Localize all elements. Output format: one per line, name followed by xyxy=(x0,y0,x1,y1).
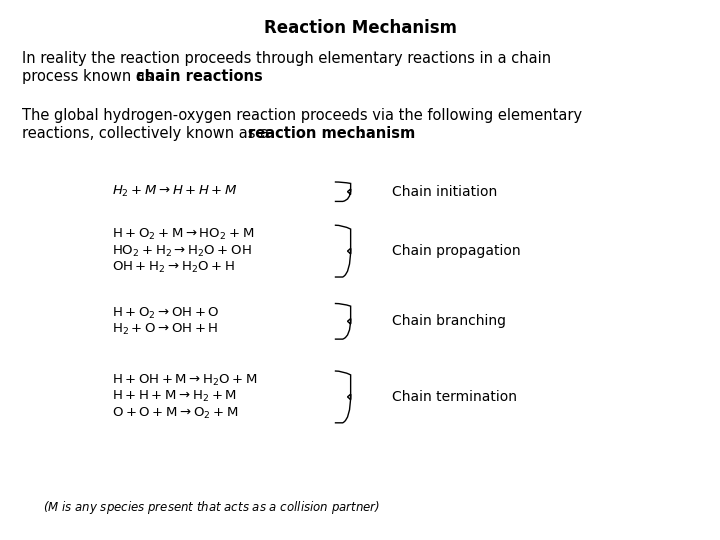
Text: Chain propagation: Chain propagation xyxy=(392,244,521,258)
Text: $\mathrm{OH + H_2 \rightarrow H_2O + H}$: $\mathrm{OH + H_2 \rightarrow H_2O + H}$ xyxy=(112,260,235,275)
Text: reactions, collectively known as a: reactions, collectively known as a xyxy=(22,126,274,141)
Text: $\mathrm{H + O_2 + M \rightarrow HO_2 + M}$: $\mathrm{H + O_2 + M \rightarrow HO_2 + … xyxy=(112,227,253,242)
Text: Chain initiation: Chain initiation xyxy=(392,185,498,199)
Text: Chain branching: Chain branching xyxy=(392,314,506,328)
Text: process known as: process known as xyxy=(22,69,157,84)
Text: $\mathrm{H_2 + O \rightarrow OH + H}$: $\mathrm{H_2 + O \rightarrow OH + H}$ xyxy=(112,322,218,337)
Text: reaction mechanism: reaction mechanism xyxy=(248,126,415,141)
Text: In reality the reaction proceeds through elementary reactions in a chain: In reality the reaction proceeds through… xyxy=(22,51,551,66)
Text: $\mathrm{O + O + M \rightarrow O_2 + M}$: $\mathrm{O + O + M \rightarrow O_2 + M}$ xyxy=(112,406,238,421)
Text: $\mathit{H_2 + M \rightarrow H + H + M}$: $\mathit{H_2 + M \rightarrow H + H + M}$ xyxy=(112,184,238,199)
Text: Reaction Mechanism: Reaction Mechanism xyxy=(264,19,456,37)
Text: $\mathrm{H + H + M \rightarrow H_2 + M}$: $\mathrm{H + H + M \rightarrow H_2 + M}$ xyxy=(112,389,236,404)
Text: ($\mathit{M}$ is any species present that acts as a collision partner): ($\mathit{M}$ is any species present tha… xyxy=(43,499,380,516)
Text: Chain termination: Chain termination xyxy=(392,390,518,404)
Text: $\mathrm{H + OH + M \rightarrow H_2O + M}$: $\mathrm{H + OH + M \rightarrow H_2O + M… xyxy=(112,373,257,388)
Text: :: : xyxy=(359,126,364,141)
Text: chain reactions: chain reactions xyxy=(136,69,263,84)
Text: The global hydrogen-oxygen reaction proceeds via the following elementary: The global hydrogen-oxygen reaction proc… xyxy=(22,108,582,123)
Text: $\mathrm{HO_2 + H_2 \rightarrow H_2O + OH}$: $\mathrm{HO_2 + H_2 \rightarrow H_2O + O… xyxy=(112,244,251,259)
Text: $\mathrm{H + O_2 \rightarrow OH + O}$: $\mathrm{H + O_2 \rightarrow OH + O}$ xyxy=(112,306,220,321)
